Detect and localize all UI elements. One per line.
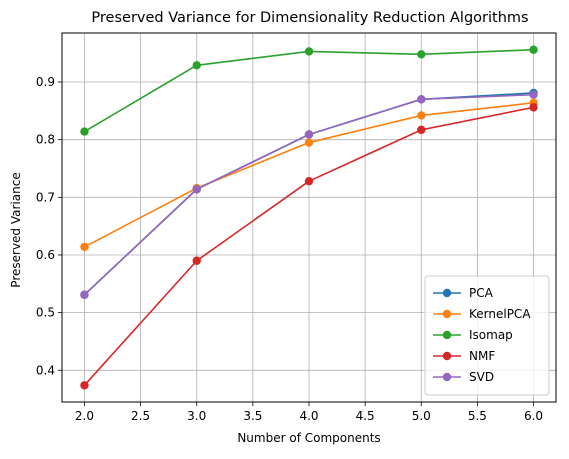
data-point-svd bbox=[529, 90, 538, 99]
legend-label-kernelpca: KernelPCA bbox=[469, 307, 531, 321]
chart-title: Preserved Variance for Dimensionality Re… bbox=[91, 10, 528, 26]
series-layer bbox=[80, 45, 538, 390]
legend-box bbox=[424, 275, 550, 396]
legend-item-kernelpca: KernelPCA bbox=[433, 307, 531, 321]
data-point-svd bbox=[304, 130, 314, 139]
x-tick-label: 3.0 bbox=[187, 409, 206, 423]
data-point-nmf bbox=[192, 256, 201, 265]
data-point-isomap bbox=[304, 47, 314, 56]
x-tick-label: 3.5 bbox=[243, 409, 262, 423]
x-tick-label: 5.0 bbox=[412, 409, 431, 423]
legend-item-svd: SVD bbox=[433, 370, 494, 384]
x-axis: 2.0 2.5 3.0 3.5 4.0 4.5 5.0 5.5 6.0 bbox=[75, 402, 543, 423]
legend-marker-kernelpca bbox=[442, 309, 452, 319]
data-point-isomap bbox=[80, 127, 89, 136]
x-tick-label: 4.0 bbox=[299, 409, 318, 423]
data-point-isomap bbox=[192, 61, 201, 70]
data-point-nmf bbox=[417, 125, 426, 135]
data-point-svd bbox=[80, 290, 89, 299]
x-tick-label: 5.5 bbox=[468, 409, 487, 423]
data-point-isomap bbox=[417, 50, 426, 59]
legend-label-pca: PCA bbox=[469, 286, 494, 300]
data-point-nmf bbox=[304, 176, 314, 186]
legend: PCA KernelPCA Isomap NMF SVD bbox=[424, 275, 550, 396]
legend-marker-nmf bbox=[442, 351, 452, 361]
data-point-svd bbox=[192, 185, 201, 194]
legend-marker-pca bbox=[442, 288, 452, 298]
y-tick-label: 0.7 bbox=[36, 190, 55, 204]
data-point-isomap bbox=[529, 45, 538, 54]
data-point-svd bbox=[417, 95, 426, 104]
data-point-kernelpca bbox=[80, 242, 89, 252]
x-axis-label: Number of Components bbox=[237, 431, 380, 445]
legend-item-isomap: Isomap bbox=[433, 328, 513, 342]
y-tick-label: 0.5 bbox=[36, 306, 55, 320]
y-tick-label: 0.4 bbox=[36, 363, 55, 377]
y-tick-label: 0.6 bbox=[36, 248, 55, 262]
series-nmf bbox=[80, 103, 538, 390]
y-axis: 0.4 0.5 0.6 0.7 0.8 0.9 bbox=[36, 75, 62, 377]
x-tick-label: 4.5 bbox=[356, 409, 375, 423]
y-axis-label: Preserved Variance bbox=[9, 172, 23, 287]
legend-label-nmf: NMF bbox=[469, 349, 495, 363]
x-tick-label: 2.0 bbox=[75, 409, 94, 423]
legend-marker-isomap bbox=[442, 330, 452, 340]
legend-label-svd: SVD bbox=[469, 370, 494, 384]
x-tick-label: 2.5 bbox=[131, 409, 150, 423]
data-point-nmf bbox=[80, 381, 89, 390]
y-tick-label: 0.9 bbox=[36, 75, 55, 89]
series-isomap bbox=[80, 45, 538, 136]
legend-label-isomap: Isomap bbox=[469, 328, 513, 342]
legend-marker-svd bbox=[442, 372, 452, 382]
data-point-kernelpca bbox=[417, 111, 426, 120]
legend-item-pca: PCA bbox=[433, 286, 494, 300]
x-tick-label: 6.0 bbox=[524, 409, 543, 423]
legend-item-nmf: NMF bbox=[433, 349, 495, 363]
data-point-kernelpca bbox=[304, 138, 314, 147]
data-point-nmf bbox=[529, 103, 538, 112]
series-svd bbox=[80, 90, 538, 299]
y-tick-label: 0.8 bbox=[36, 133, 55, 147]
